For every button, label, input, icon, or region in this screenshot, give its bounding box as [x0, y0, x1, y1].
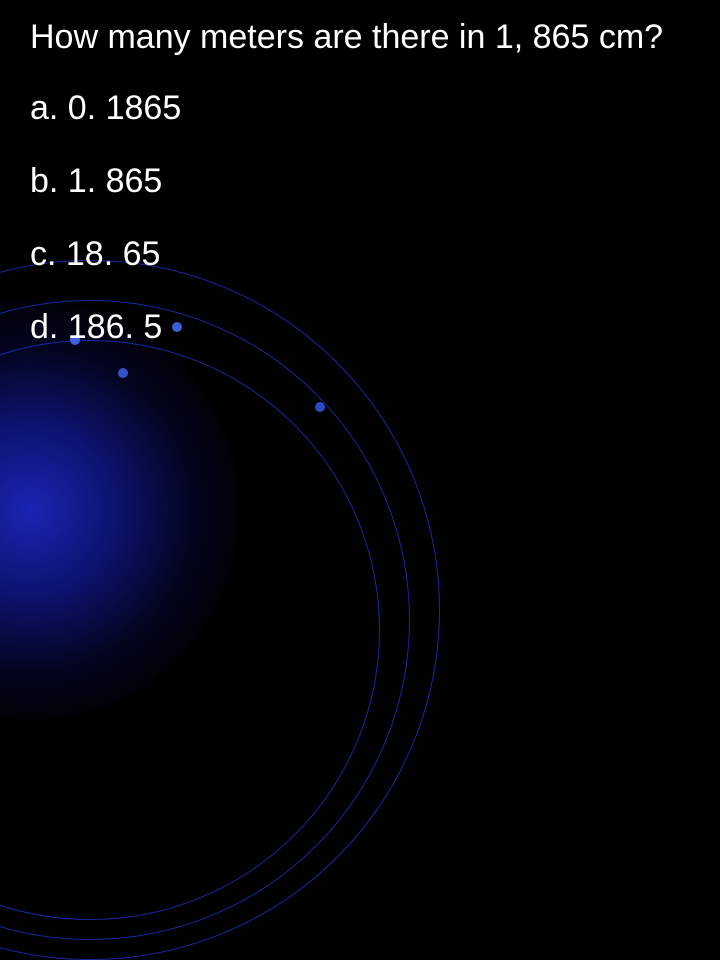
decorative-dot [315, 402, 325, 412]
slide-content: How many meters are there in 1, 865 cm? … [0, 0, 720, 399]
answer-option-a: a. 0. 1865 [30, 89, 690, 128]
answer-option-c: c. 18. 65 [30, 235, 690, 274]
options-list: a. 0. 1865 b. 1. 865 c. 18. 65 d. 186. 5 [30, 89, 690, 347]
question-text: How many meters are there in 1, 865 cm? [30, 18, 690, 57]
answer-option-b: b. 1. 865 [30, 162, 690, 201]
answer-option-d: d. 186. 5 [30, 308, 690, 347]
